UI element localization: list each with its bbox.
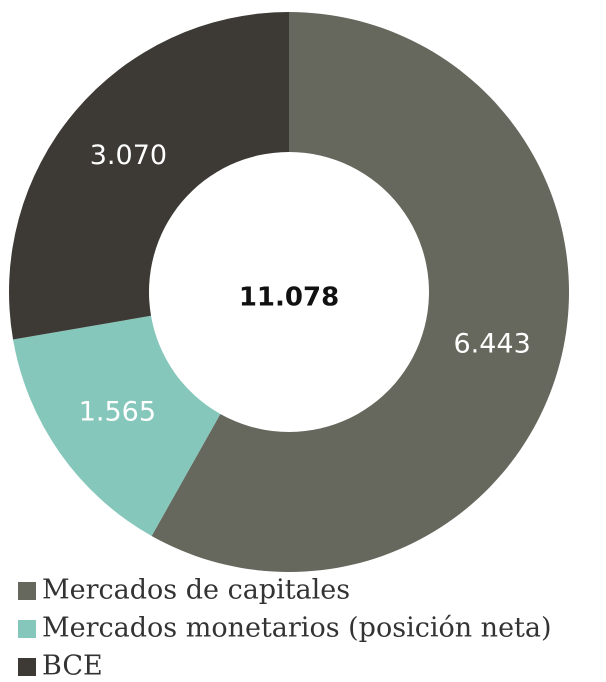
legend-label: Mercados monetarios (posición neta) [42, 613, 552, 644]
legend-swatch [18, 658, 36, 676]
value-label: 3.070 [90, 140, 167, 171]
value-label: 1.565 [79, 397, 156, 428]
donut-segment [9, 12, 290, 340]
legend-label: BCE [42, 651, 103, 682]
center-total: 11.078 [239, 283, 339, 313]
value-label: 6.443 [453, 329, 530, 360]
legend-label: Mercados de capitales [42, 575, 350, 606]
donut-segment [13, 315, 221, 536]
legend-swatch [18, 582, 36, 600]
donut-segment [151, 12, 569, 572]
legend-swatch [18, 620, 36, 638]
